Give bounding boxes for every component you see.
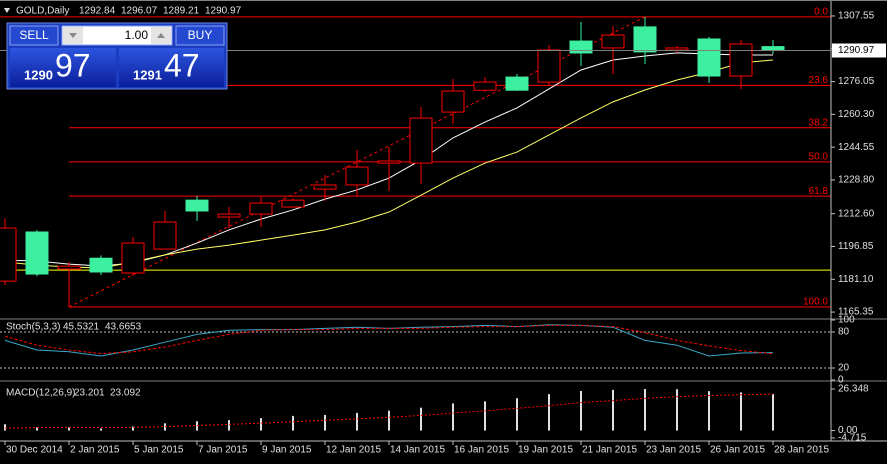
- lot-input[interactable]: [61, 25, 173, 46]
- y-tick-label: 1307.55: [838, 11, 875, 22]
- x-tick-label: 23 Jan 2015: [646, 445, 701, 456]
- bid-big[interactable]: 1290: [24, 67, 53, 82]
- ohlc-close: 1290.97: [205, 6, 242, 17]
- candle-body: [409, 117, 433, 164]
- symbol-title: GOLD,Daily: [16, 6, 69, 17]
- y-tick-label: 1244.55: [838, 142, 875, 153]
- decrease-arrow: [69, 33, 77, 38]
- x-tick-label: 30 Dec 2014: [6, 445, 63, 456]
- indicator-line: [4, 324, 774, 355]
- candle-body: [633, 26, 657, 53]
- candle-body: [537, 49, 561, 83]
- macd-signal-value: 23.092: [110, 388, 141, 399]
- x-tick-label: 7 Jan 2015: [198, 445, 248, 456]
- plot-area: 0.0 23.6 38.2 50.0 61.8 100.0: [0, 7, 831, 431]
- bid-box[interactable]: [10, 48, 116, 87]
- buy-label[interactable]: BUY: [188, 28, 213, 42]
- x-tick-label: 26 Jan 2015: [710, 445, 765, 456]
- candle-body: [569, 40, 593, 54]
- candle-body: [0, 227, 17, 282]
- bid-small[interactable]: 97: [55, 47, 91, 83]
- y-tick-label: 1228.80: [838, 175, 875, 186]
- y-tick-label: 0: [838, 375, 844, 386]
- y-tick-label: 1276.05: [838, 76, 875, 87]
- increase-arrow: [157, 33, 165, 38]
- x-tick-label: 9 Jan 2015: [262, 445, 312, 456]
- fibo-level-label: 0.0: [814, 7, 828, 18]
- candle-body: [729, 43, 753, 77]
- sell-button[interactable]: [9, 25, 59, 46]
- menu-arrow[interactable]: [4, 8, 10, 13]
- y-tick-label: 80: [838, 327, 850, 338]
- ask-small[interactable]: 47: [164, 47, 200, 83]
- x-tick-label: 2 Jan 2015: [70, 445, 120, 456]
- stoch-title: Stoch(5,3,3): [6, 322, 60, 333]
- ohlc-low: 1289.21: [163, 6, 200, 17]
- y-tick-label: 1212.60: [838, 208, 875, 219]
- ask-box[interactable]: [119, 48, 224, 87]
- current-price-box: [832, 43, 886, 58]
- y-tick-label: 26.348: [838, 384, 869, 395]
- y-tick-label: 1181.10: [838, 274, 874, 285]
- candle-body: [473, 81, 497, 91]
- candle-body: [345, 166, 369, 186]
- sell-label[interactable]: SELL: [19, 28, 49, 42]
- trade-panel: SELL 1.00 BUY 1290 97 1291 47: [6, 22, 228, 90]
- fibo-level-label: 100.0: [803, 297, 828, 308]
- macd-title: MACD(12,26,9): [6, 388, 75, 399]
- x-tick-label: 14 Jan 2015: [390, 445, 445, 456]
- ohlc-open: 1292.84: [79, 6, 116, 17]
- y-tick-label: 0.00: [838, 425, 858, 436]
- candle-body: [505, 76, 529, 91]
- candle-body: [441, 90, 465, 113]
- fibo-level-label: 38.2: [809, 117, 829, 128]
- candle-body: [281, 199, 305, 208]
- fibo-level-label: 50.0: [809, 152, 829, 163]
- candle-body: [313, 184, 337, 190]
- y-tick-label: 1165.35: [838, 307, 874, 318]
- stoch-signal-value: 43.6653: [105, 322, 142, 333]
- lot-value[interactable]: 1.00: [125, 28, 149, 42]
- candle-body: [185, 199, 209, 212]
- y-tick-label: -4.715: [838, 433, 867, 444]
- candle-body: [249, 202, 273, 215]
- x-tick-label: 21 Jan 2015: [582, 445, 637, 456]
- macd-value: 23.201: [74, 388, 105, 399]
- x-tick-label: 12 Jan 2015: [326, 445, 381, 456]
- ask-big[interactable]: 1291: [133, 67, 162, 82]
- candle-body: [377, 160, 401, 164]
- y-tick-label: 1196.85: [838, 241, 874, 252]
- candle-body: [217, 213, 241, 218]
- buy-button[interactable]: [175, 25, 225, 46]
- fibo-level-label: 61.8: [809, 186, 829, 197]
- current-price-label: 1290.97: [838, 45, 875, 56]
- y-tick-label: 100: [838, 315, 855, 326]
- candle-body: [665, 47, 689, 51]
- stoch-main-value: 45.5321: [63, 322, 100, 333]
- fibo-level-label: 23.6: [809, 75, 829, 86]
- x-tick-label: 16 Jan 2015: [454, 445, 509, 456]
- x-tick-label: 5 Jan 2015: [134, 445, 184, 456]
- candle-body: [697, 38, 721, 77]
- candle-body: [57, 265, 81, 270]
- candle-body: [761, 46, 785, 51]
- candle-body: [121, 242, 145, 274]
- y-tick-label: 20: [838, 363, 850, 374]
- candle-body: [601, 34, 625, 49]
- x-tick-label: 28 Jan 2015: [774, 445, 829, 456]
- y-tick-label: 1260.30: [838, 109, 875, 120]
- candle-body: [153, 221, 177, 250]
- candle-body: [25, 231, 49, 275]
- signal-line: [4, 393, 774, 429]
- ohlc-high: 1296.07: [121, 6, 158, 17]
- candle-body: [89, 257, 113, 273]
- x-tick-label: 19 Jan 2015: [518, 445, 573, 456]
